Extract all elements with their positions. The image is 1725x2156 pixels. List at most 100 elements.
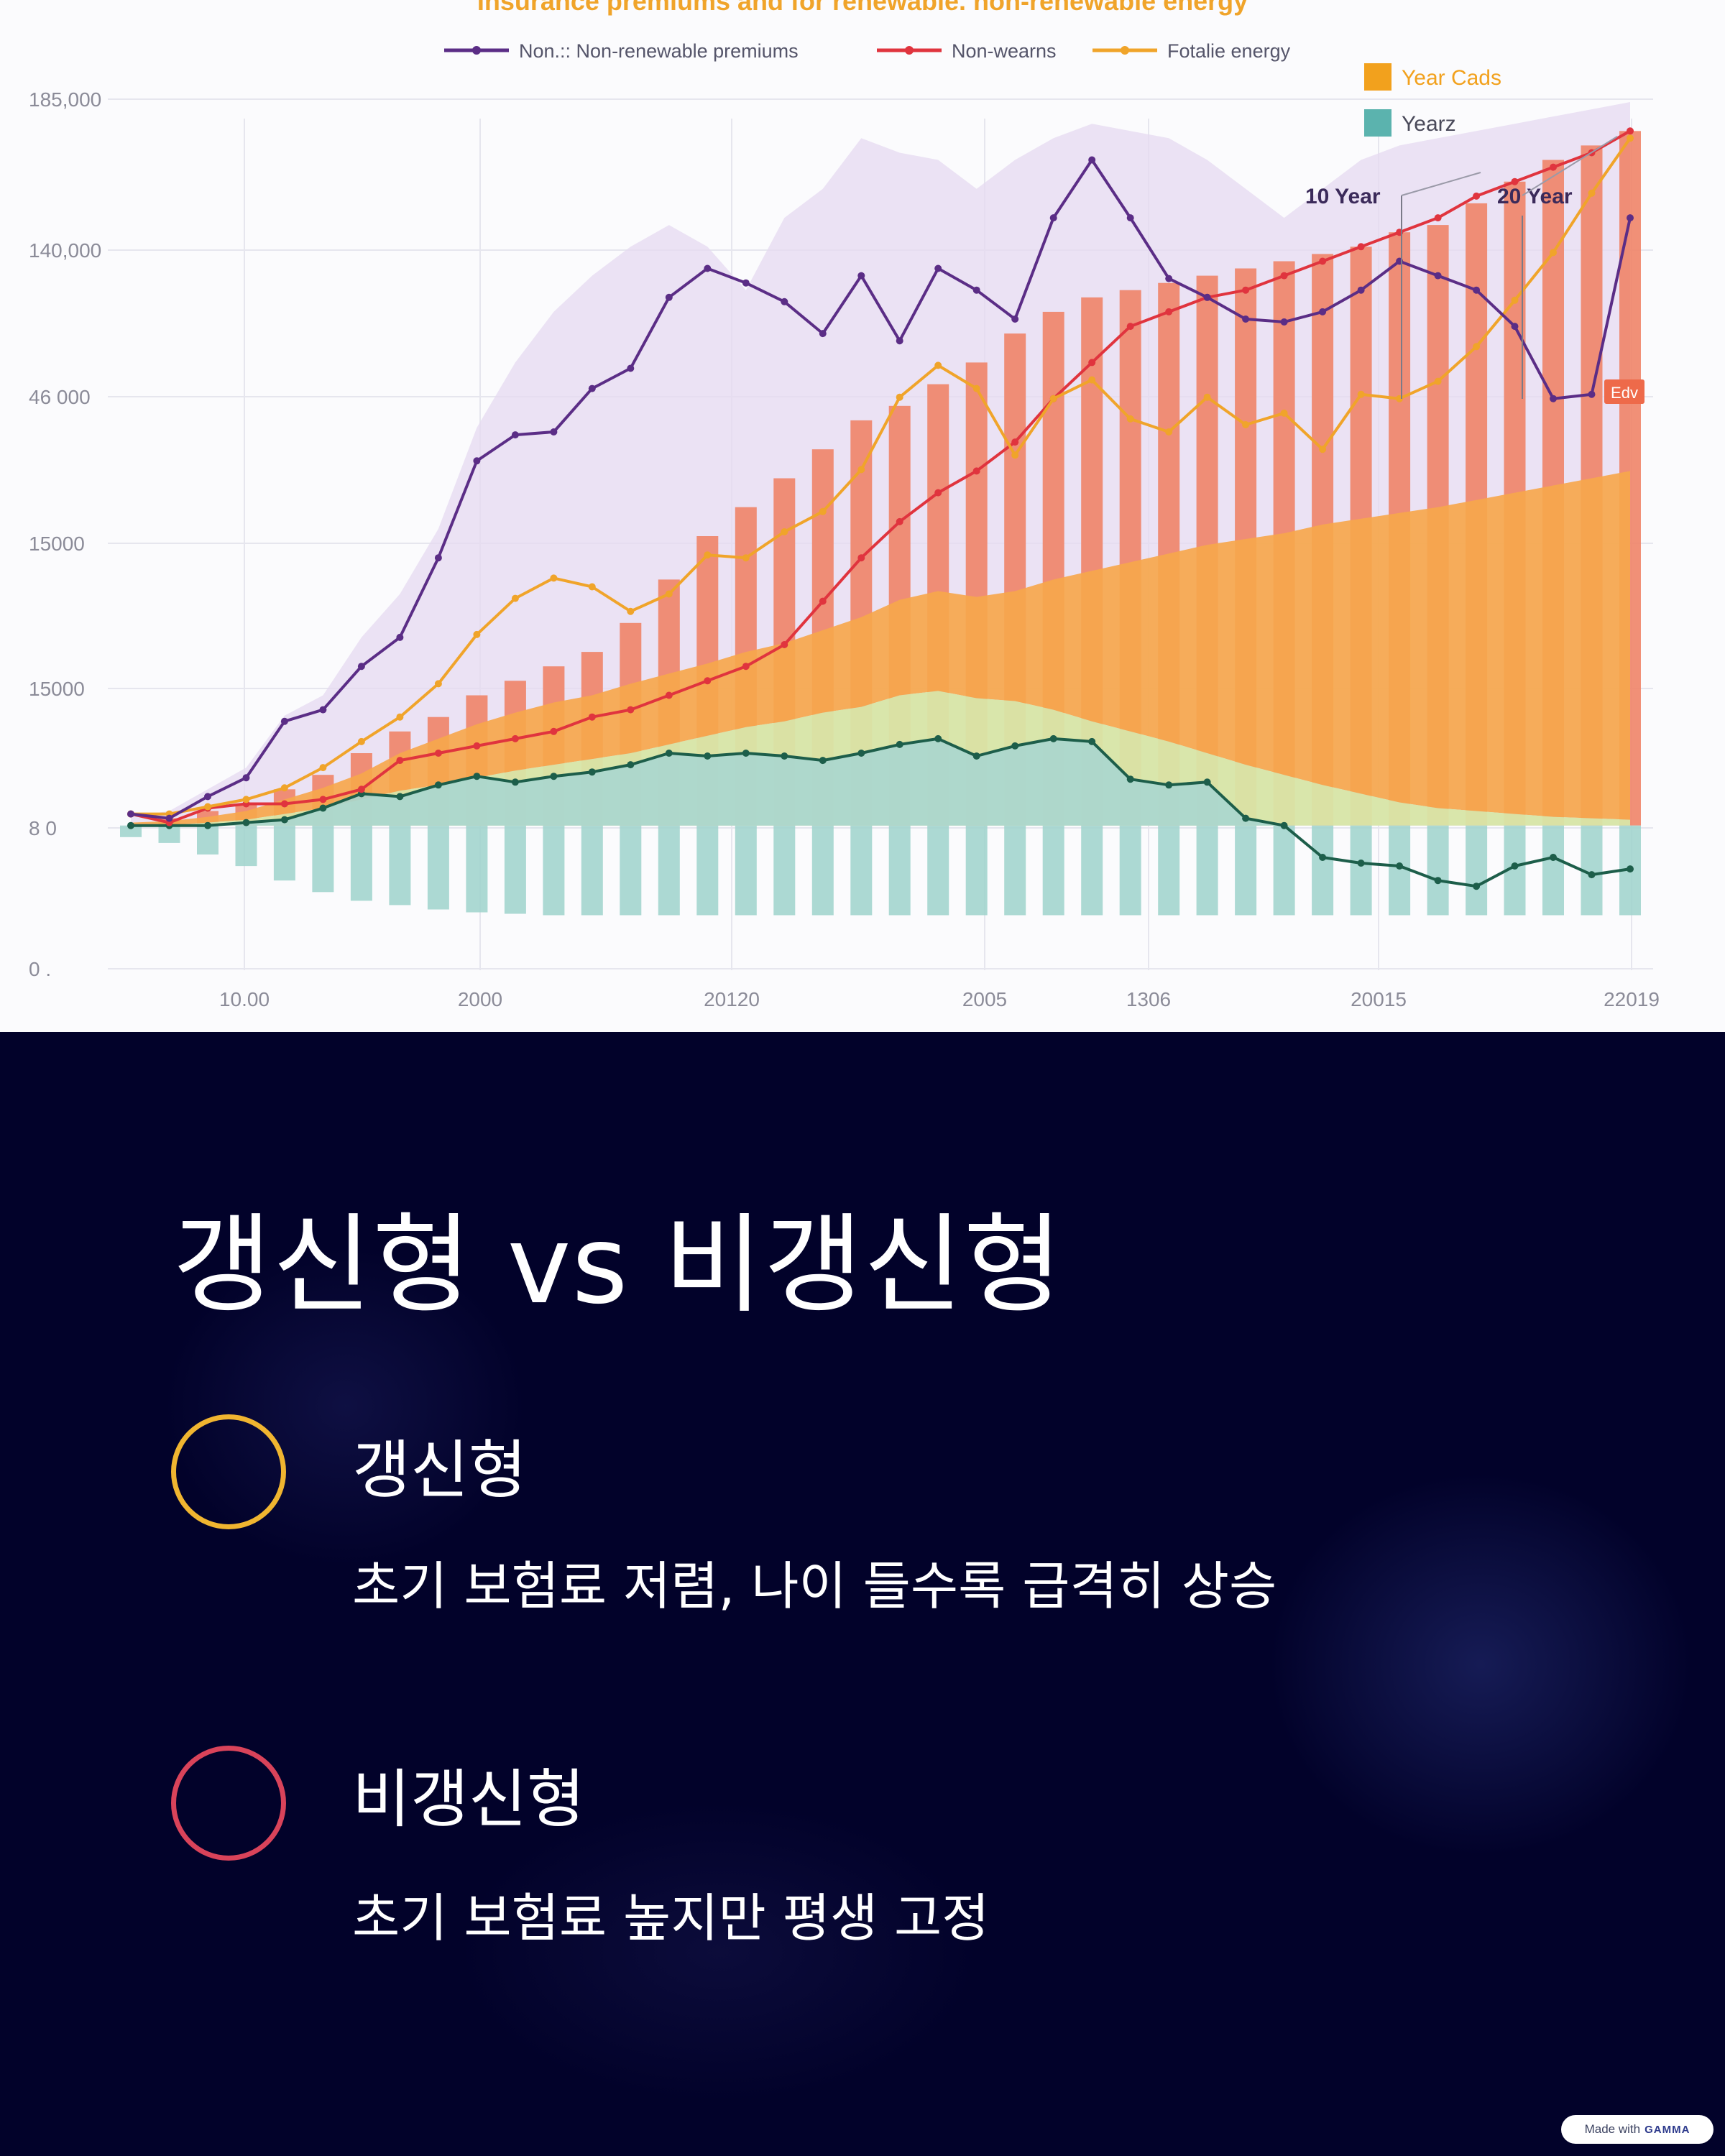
dark-green-point <box>127 821 134 829</box>
purple-point <box>1550 395 1557 402</box>
dark-green-point <box>1319 854 1327 861</box>
option-heading-renewable: 갱신형 <box>352 1433 527 1507</box>
dark-green-point <box>242 819 250 826</box>
yellow-line <box>131 137 1632 816</box>
teal-bar <box>965 825 988 916</box>
teal-bar <box>1004 825 1026 916</box>
dark-green-point <box>1511 862 1519 870</box>
dark-green-point <box>627 761 635 769</box>
teal-bar <box>850 825 873 916</box>
red-point <box>819 597 827 605</box>
teal-bar <box>696 825 719 916</box>
purple-point <box>1126 214 1134 222</box>
yellow-point <box>742 554 750 562</box>
purple-point <box>396 633 404 641</box>
yellow-point <box>511 594 519 602</box>
red-point <box>319 796 327 803</box>
yellow-point <box>1434 377 1442 385</box>
yellow-point <box>1049 395 1057 402</box>
dark-green-point <box>588 768 596 776</box>
purple-point <box>319 706 327 714</box>
red-point <box>1434 214 1442 222</box>
purple-point <box>1473 286 1481 294</box>
orange-area <box>131 471 1630 826</box>
red-point <box>1511 178 1519 185</box>
y-tick-label: 140,000 <box>29 239 101 262</box>
purple-point <box>1049 214 1057 222</box>
purple-point <box>1434 272 1442 280</box>
purple-point <box>1588 390 1596 398</box>
purple-point <box>665 293 673 301</box>
purple-point <box>704 264 712 272</box>
purple-point <box>1203 293 1211 301</box>
yellow-point <box>819 507 827 515</box>
red-point <box>1011 438 1019 446</box>
teal-bar <box>1427 825 1449 916</box>
teal-bar <box>235 825 257 867</box>
dark-green-point <box>704 752 712 760</box>
gamma-logo: GAMMA <box>1644 2123 1690 2136</box>
yellow-point <box>550 574 558 582</box>
dark-green-point <box>1280 821 1288 829</box>
badge-prefix: Made with <box>1584 2122 1641 2136</box>
teal-bar <box>773 825 796 916</box>
yellow-point <box>704 551 712 559</box>
chart-svg: 185,000 140,000 46 000 15000 15000 8 0 0 . 10.0… <box>29 0 1660 1010</box>
red-point <box>1165 308 1173 315</box>
yellow-point <box>434 680 442 688</box>
made-with-gamma-badge[interactable]: Made with GAMMA <box>1561 2115 1714 2144</box>
purple-point <box>511 431 519 439</box>
red-line <box>130 129 1631 824</box>
teal-bar <box>389 825 411 906</box>
yellow-point <box>781 528 788 535</box>
purple-point <box>1242 315 1250 323</box>
dark-green-point <box>665 750 673 757</box>
dark-green-point <box>819 757 827 765</box>
teal-bar <box>543 825 565 916</box>
teal-bar <box>1042 825 1064 916</box>
x-tick-label: 20120 <box>704 988 760 1010</box>
yellow-point <box>588 583 596 591</box>
teal-bar <box>1081 825 1103 916</box>
yellow-point <box>1203 393 1211 401</box>
nonrenewable-circle-icon <box>171 1746 286 1861</box>
purple-point <box>1319 308 1327 315</box>
purple-line <box>130 158 1632 820</box>
dark-green-point <box>1126 775 1134 783</box>
teal-bar <box>504 825 526 914</box>
teal-bar <box>1542 825 1564 916</box>
yellow-point <box>1588 189 1596 197</box>
x-tick-label: 2000 <box>458 988 502 1010</box>
purple-point <box>127 810 134 818</box>
legend-label: Non-wearns <box>952 40 1057 62</box>
option-desc-nonrenewable: 초기 보험료 높지만 평생 고정 <box>352 1888 990 1948</box>
purple-point <box>1627 214 1634 222</box>
red-point <box>781 641 788 648</box>
yellow-point <box>319 764 327 772</box>
red-point <box>896 517 903 525</box>
dark-green-point <box>1627 865 1634 873</box>
red-point <box>550 727 558 735</box>
purple-point <box>1165 275 1173 282</box>
dark-green-line <box>131 737 1631 888</box>
teal-bar <box>1119 825 1141 916</box>
red-point <box>627 706 635 714</box>
red-point <box>357 786 365 793</box>
annotation-leader <box>1522 136 1618 196</box>
annotation-10-year: 10 Year <box>1305 185 1381 208</box>
teal-bar <box>1158 825 1180 916</box>
red-point <box>1550 163 1557 171</box>
teal-bar <box>1350 825 1372 916</box>
x-tick-label: 20015 <box>1351 988 1407 1010</box>
yellow-point <box>204 803 211 811</box>
teal-bar <box>658 825 680 916</box>
purple-point <box>588 384 596 392</box>
dark-green-point <box>1434 877 1442 885</box>
purple-point <box>934 264 942 272</box>
option-desc-renewable: 초기 보험료 저렴, 나이 들수록 급격히 상승 <box>352 1556 1277 1616</box>
teal-bar <box>620 825 642 916</box>
purple-point <box>819 330 827 338</box>
purple-point <box>357 663 365 671</box>
option-heading-nonrenewable: 비갱신형 <box>352 1762 585 1836</box>
dark-green-point <box>1550 854 1557 861</box>
